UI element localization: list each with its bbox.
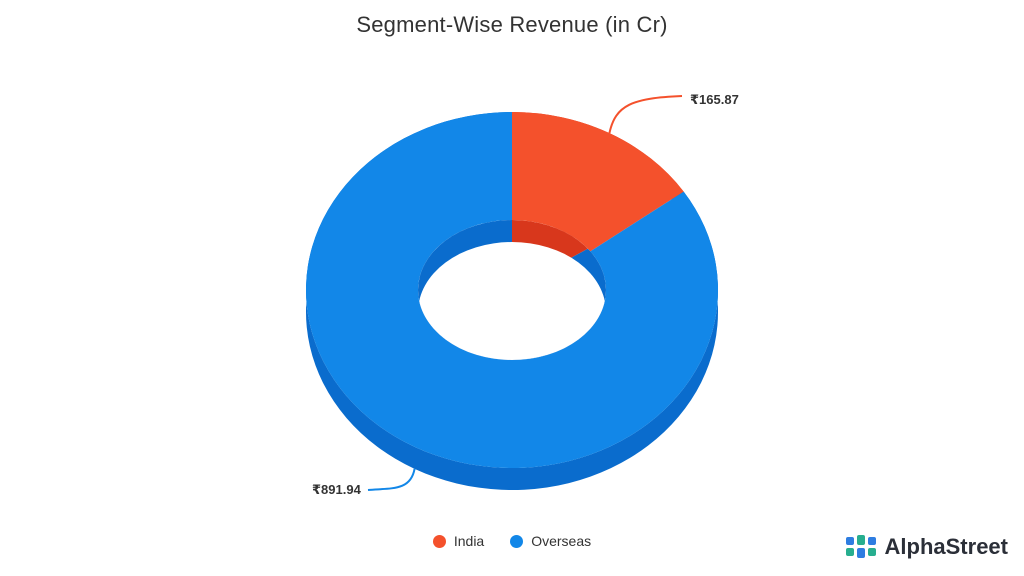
brand-logo: AlphaStreet bbox=[845, 534, 1008, 560]
legend-item-overseas[interactable]: Overseas bbox=[510, 533, 591, 549]
chart-title: Segment-Wise Revenue (in Cr) bbox=[356, 12, 668, 37]
legend-swatch-overseas bbox=[510, 534, 524, 548]
leader-line-overseas bbox=[367, 468, 416, 491]
brand-name: AlphaStreet bbox=[884, 534, 1008, 559]
legend-label-overseas: Overseas bbox=[531, 533, 592, 549]
leader-line-india bbox=[608, 95, 683, 134]
data-label-overseas: ₹891.94 bbox=[312, 482, 362, 497]
data-label-india: ₹165.87 bbox=[690, 92, 739, 107]
legend: India Overseas bbox=[0, 533, 1024, 549]
legend-swatch-india bbox=[432, 534, 446, 548]
legend-label-india: India bbox=[453, 533, 485, 549]
legend-item-india[interactable]: India bbox=[432, 533, 485, 549]
donut-hole bbox=[418, 242, 606, 360]
slice-overseas[interactable] bbox=[306, 112, 718, 468]
alphastreet-logo-icon bbox=[845, 535, 876, 558]
slice-india[interactable] bbox=[512, 112, 684, 252]
